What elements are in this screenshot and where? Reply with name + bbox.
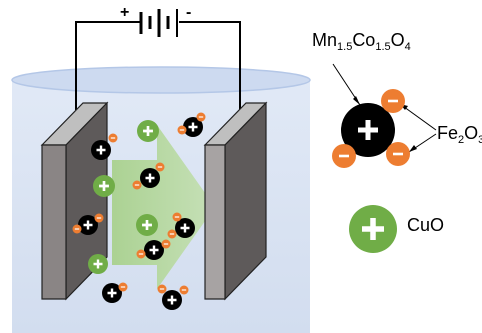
plus-sign-icon bbox=[83, 220, 93, 230]
liquid-surface bbox=[11, 66, 311, 94]
composite-particle bbox=[157, 284, 189, 310]
plus-sign-icon bbox=[188, 122, 198, 132]
battery-positive-label: + bbox=[120, 4, 130, 21]
plus-sign-icon bbox=[167, 295, 177, 305]
plus-sign-icon bbox=[143, 126, 153, 136]
composite-particle bbox=[102, 282, 128, 303]
plus-sign-icon bbox=[107, 288, 117, 298]
plus-sign-icon bbox=[99, 181, 109, 191]
plus-sign-icon bbox=[149, 245, 159, 255]
composite-particle bbox=[132, 162, 165, 190]
legend-cuo-particle bbox=[349, 205, 397, 253]
legend-plus-icon bbox=[358, 120, 378, 140]
field-arrow bbox=[112, 125, 215, 289]
plus-sign-icon bbox=[93, 259, 103, 269]
fe2o3-formula-label: Fe2O3 bbox=[437, 123, 482, 146]
mn-co-formula-label: Mn1.5Co1.5O4 bbox=[312, 30, 411, 53]
composite-particle bbox=[136, 239, 171, 260]
composite-particle bbox=[167, 212, 195, 239]
battery-icon bbox=[139, 9, 178, 37]
right-electrode bbox=[203, 101, 268, 301]
plus-sign-icon bbox=[180, 223, 190, 233]
cuo-label: CuO bbox=[407, 215, 445, 235]
cuo-particle bbox=[93, 175, 115, 197]
legend-composite-particle bbox=[332, 63, 437, 168]
cuo-particle bbox=[137, 120, 159, 142]
circuit-wire bbox=[75, 21, 241, 110]
composite-particle bbox=[91, 133, 118, 160]
plus-sign-icon bbox=[145, 173, 155, 183]
plus-sign-icon bbox=[96, 145, 106, 155]
cuo-particle bbox=[88, 254, 108, 274]
cuo-particle bbox=[136, 214, 158, 236]
legend-plus-icon bbox=[362, 218, 384, 240]
composite-particle bbox=[72, 213, 104, 235]
battery-negative-label: - bbox=[186, 4, 192, 21]
particle-layer bbox=[72, 112, 206, 310]
composite-particle bbox=[177, 112, 206, 137]
plus-sign-icon bbox=[142, 220, 152, 230]
